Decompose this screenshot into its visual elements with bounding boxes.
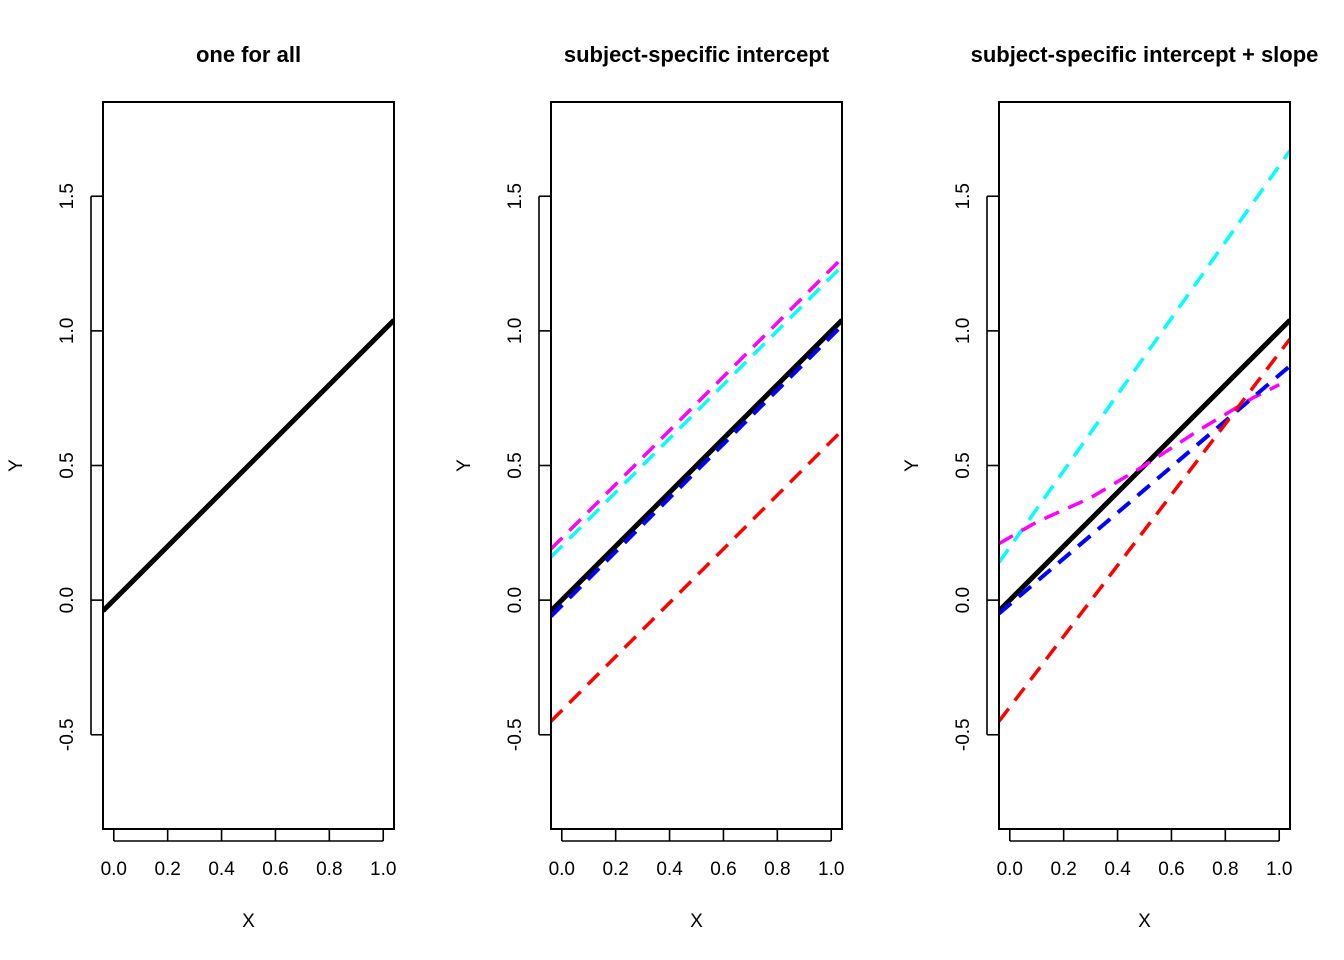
series-group bbox=[551, 256, 842, 723]
x-tick-label: 0.2 bbox=[602, 859, 628, 880]
y-axis-label: Y bbox=[902, 459, 923, 472]
x-tick-label: 1.0 bbox=[370, 859, 396, 880]
x-tick-label: 0.6 bbox=[710, 859, 736, 880]
series-line-2 bbox=[999, 149, 1290, 564]
y-tick-label: 1.5 bbox=[57, 183, 78, 209]
x-tick-label: 0.4 bbox=[1104, 859, 1131, 880]
x-tick-label: 0.6 bbox=[262, 859, 288, 880]
y-tick-label: 1.0 bbox=[57, 318, 78, 344]
series-line-1 bbox=[103, 318, 394, 613]
y-tick-label: 0.0 bbox=[505, 587, 526, 613]
x-tick-label: 0.4 bbox=[208, 859, 235, 880]
x-tick-label: 0.8 bbox=[316, 859, 342, 880]
y-tick-label: 1.5 bbox=[505, 183, 526, 209]
series-line-3 bbox=[551, 256, 842, 551]
y-tick-label: 0.5 bbox=[57, 452, 78, 478]
x-tick-label: 1.0 bbox=[818, 859, 844, 880]
chart-title: one for all bbox=[196, 42, 301, 67]
series-group bbox=[999, 149, 1290, 723]
y-tick-label: 1.5 bbox=[953, 183, 974, 209]
y-tick-label: 0.0 bbox=[57, 587, 78, 613]
series-line-4 bbox=[551, 264, 842, 559]
y-tick-label: 0.5 bbox=[953, 452, 974, 478]
x-axis-label: X bbox=[1138, 911, 1151, 932]
series-line-4 bbox=[999, 364, 1290, 616]
chart-panel-3: subject-specific intercept + slope 0.0 0.2… bbox=[902, 42, 1318, 932]
series-line-3 bbox=[999, 383, 1280, 546]
x-tick-label: 0.0 bbox=[549, 859, 575, 880]
chart-title: subject-specific intercept bbox=[564, 42, 830, 67]
x-tick-label: 0.0 bbox=[101, 859, 127, 880]
x-tick-label: 0.8 bbox=[1212, 859, 1238, 880]
y-tick-label: 0.0 bbox=[953, 587, 974, 613]
x-tick-label: 0.4 bbox=[656, 859, 683, 880]
y-axis-label: Y bbox=[454, 459, 475, 472]
y-tick-label: -0.5 bbox=[57, 718, 78, 751]
series-group bbox=[103, 318, 394, 613]
chart-panel-2: subject-specific intercept 0.0 0.2 0.4 0.6 0.… bbox=[454, 42, 844, 932]
y-tick-label: 1.0 bbox=[505, 318, 526, 344]
x-tick-label: 0.8 bbox=[764, 859, 790, 880]
y-tick-label: -0.5 bbox=[953, 718, 974, 751]
y-tick-label: 0.5 bbox=[505, 452, 526, 478]
x-tick-label: 0.2 bbox=[154, 859, 180, 880]
series-line-2 bbox=[551, 324, 842, 618]
x-tick-label: 1.0 bbox=[1266, 859, 1292, 880]
chart-title: subject-specific intercept + slope bbox=[971, 42, 1319, 67]
chart-panel-1: one for all 0.0 0.2 0.4 0.6 0.8 1.0 -0.5 0.0 0.5 1… bbox=[6, 42, 396, 932]
y-tick-label: -0.5 bbox=[505, 718, 526, 751]
series-line-5 bbox=[551, 429, 842, 723]
x-tick-label: 0.0 bbox=[997, 859, 1023, 880]
x-tick-label: 0.2 bbox=[1050, 859, 1076, 880]
y-tick-label: 1.0 bbox=[953, 318, 974, 344]
x-axis-label: X bbox=[242, 911, 255, 932]
series-line-1 bbox=[551, 318, 842, 613]
series-line-5 bbox=[999, 337, 1290, 723]
y-axis-label: Y bbox=[6, 459, 27, 472]
x-tick-label: 0.6 bbox=[1158, 859, 1184, 880]
x-axis-label: X bbox=[690, 911, 703, 932]
